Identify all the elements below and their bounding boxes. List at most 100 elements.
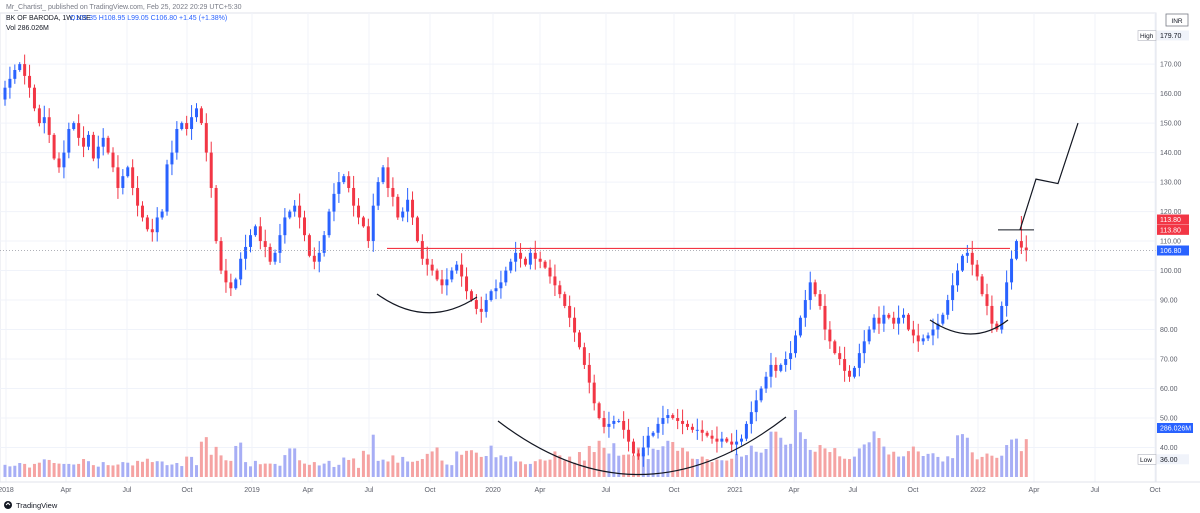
volume-bar bbox=[622, 454, 626, 477]
candle-body bbox=[101, 137, 105, 147]
tradingview-logo[interactable]: TradingView bbox=[4, 501, 58, 510]
candle-body bbox=[140, 205, 144, 218]
y-tick-label: 120.00 bbox=[1160, 209, 1182, 216]
candle-body bbox=[82, 137, 86, 147]
volume-bar bbox=[715, 459, 719, 477]
candle-body bbox=[897, 317, 901, 324]
candle-body bbox=[199, 108, 203, 124]
volume-bar bbox=[661, 446, 665, 477]
x-tick-label: Oct bbox=[908, 487, 919, 494]
candle-body bbox=[32, 87, 36, 109]
candle-body bbox=[465, 276, 469, 292]
x-tick-label: 2018 bbox=[0, 487, 14, 494]
volume-bar bbox=[234, 445, 238, 477]
candle-body bbox=[194, 108, 198, 118]
volume-bar bbox=[62, 463, 66, 477]
candle-body bbox=[710, 435, 714, 439]
volume-bar bbox=[956, 435, 960, 477]
volume-bar bbox=[303, 463, 307, 477]
candle-body bbox=[887, 314, 891, 318]
y-tick-label: 50.00 bbox=[1160, 416, 1178, 423]
candle-body bbox=[794, 335, 798, 354]
candle-body bbox=[303, 217, 307, 236]
volume-bar bbox=[1000, 455, 1004, 477]
candle-body bbox=[936, 323, 940, 330]
candle-body bbox=[381, 167, 385, 183]
volume-bar bbox=[145, 458, 149, 477]
candle-body bbox=[420, 241, 424, 259]
candle-body bbox=[882, 314, 886, 324]
candle-body bbox=[1024, 247, 1028, 251]
candle-body bbox=[646, 435, 650, 448]
volume-bar bbox=[553, 451, 557, 477]
volume-bar bbox=[332, 466, 336, 477]
candle-body bbox=[209, 152, 213, 188]
volume-bar bbox=[656, 449, 660, 477]
candle-body bbox=[725, 438, 729, 442]
volume-bar bbox=[666, 440, 670, 477]
candle-body bbox=[1005, 282, 1009, 306]
candle-body bbox=[641, 447, 645, 457]
volume-bar bbox=[249, 466, 252, 477]
candle-body bbox=[818, 294, 822, 306]
volume-bar bbox=[995, 457, 999, 477]
volume-bar bbox=[960, 434, 964, 477]
volume-bar bbox=[798, 432, 802, 477]
candle-body bbox=[916, 335, 920, 342]
volume-bar bbox=[872, 431, 876, 477]
candle-body bbox=[872, 317, 876, 330]
candle-body bbox=[136, 187, 140, 206]
volume-bar bbox=[651, 448, 655, 477]
volume-bar bbox=[587, 445, 591, 477]
volume-bar bbox=[735, 453, 739, 477]
volume-bar bbox=[631, 455, 635, 477]
currency-label: INR bbox=[1171, 18, 1183, 25]
volume-bar bbox=[990, 455, 994, 477]
ohlc-readout: O105.35 H108.95 L99.05 C106.80 +1.45 (+1… bbox=[70, 15, 227, 22]
candle-body bbox=[42, 117, 46, 124]
x-tick-label: Oct bbox=[1150, 487, 1161, 494]
volume-bar bbox=[204, 437, 208, 477]
volume-bar bbox=[136, 460, 140, 477]
price-axis[interactable]: 40.00 50.00 60.00 70.00 80.00 90.00 100.00 110.… bbox=[1155, 13, 1182, 482]
candle-body bbox=[494, 288, 498, 292]
candle-body bbox=[514, 252, 518, 262]
projection-path bbox=[1019, 122, 1079, 231]
currency-button[interactable] bbox=[1165, 13, 1189, 27]
candle-body bbox=[764, 376, 768, 389]
volume-bar bbox=[23, 463, 27, 477]
volume-bar bbox=[185, 456, 189, 477]
y-tick-label: 160.00 bbox=[1160, 91, 1182, 98]
plot-area[interactable] bbox=[0, 12, 1157, 483]
candle-body bbox=[715, 438, 719, 442]
x-tick-label: Apr bbox=[535, 487, 547, 494]
candle-body bbox=[430, 264, 434, 271]
candle-body bbox=[740, 438, 743, 442]
volume-bar bbox=[170, 464, 174, 477]
candle-body bbox=[813, 282, 817, 295]
candle-body bbox=[411, 199, 415, 218]
volume-bar bbox=[28, 467, 32, 477]
candle-body bbox=[396, 196, 400, 218]
candle-body bbox=[627, 429, 631, 442]
x-tick-label: Oct bbox=[669, 487, 680, 494]
volume-bar bbox=[725, 460, 729, 477]
volume-bar bbox=[1019, 451, 1023, 477]
candle-body bbox=[656, 423, 660, 433]
volume-bar bbox=[3, 464, 7, 477]
time-axis[interactable]: 2018 Apr Jul Oct 2019 Apr Jul Oct 2020 Apr Jul Oct 2… bbox=[0, 481, 1200, 494]
volume-bar bbox=[754, 451, 758, 477]
candle-body bbox=[592, 382, 596, 404]
volume-bar bbox=[902, 456, 906, 477]
volume-bar bbox=[504, 456, 508, 477]
resistance-price-b-bg bbox=[1157, 224, 1189, 235]
candle-body bbox=[406, 199, 410, 212]
y-tick-label: 130.00 bbox=[1160, 180, 1182, 187]
volume-bar bbox=[975, 459, 979, 477]
candle-body bbox=[332, 193, 336, 212]
candle-body bbox=[268, 246, 272, 262]
volume-bar bbox=[96, 466, 100, 477]
volume-bar bbox=[322, 463, 326, 477]
candle-body bbox=[779, 364, 783, 371]
